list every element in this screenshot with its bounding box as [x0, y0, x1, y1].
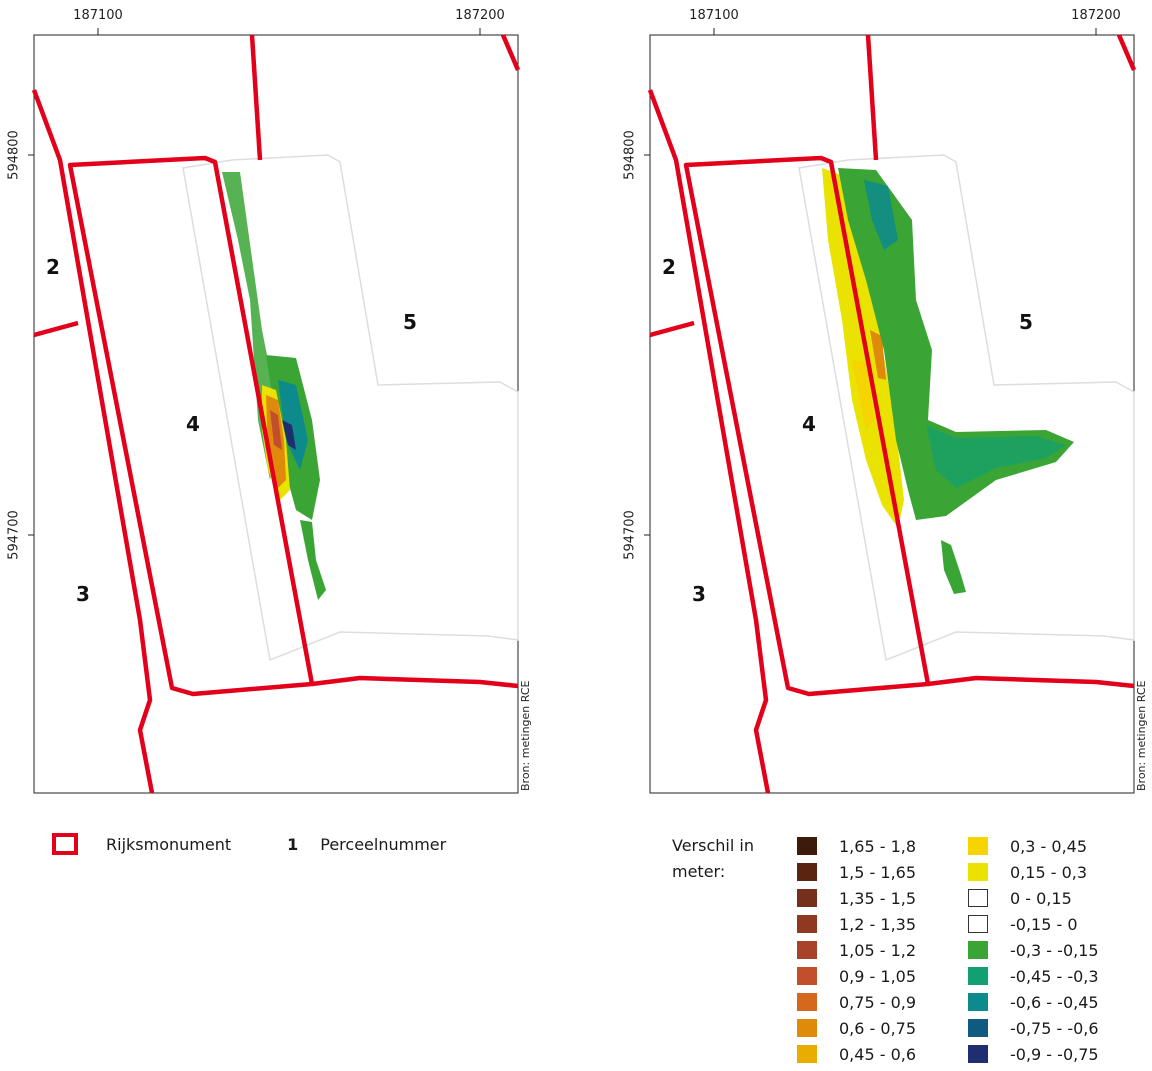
perceel-symbol: 1: [287, 834, 299, 854]
legend-swatch: [968, 1045, 988, 1063]
parcel-number: 5: [403, 310, 417, 334]
legend-swatch: [797, 863, 817, 881]
legend-item: -0,45 - -0,3: [968, 963, 1099, 989]
legend-swatch: [968, 915, 988, 933]
x-tick-label: 187200: [1071, 8, 1121, 23]
x-tick-label: 187200: [455, 8, 505, 23]
legend-swatch: [797, 941, 817, 959]
legend-swatch: [968, 967, 988, 985]
map-right: 187100 187200 594800 594700 2 4 5 3 Bron…: [616, 0, 1148, 795]
legend-swatch: [797, 993, 817, 1011]
legend-item: 0,3 - 0,45: [968, 833, 1099, 859]
legend-item: 1,35 - 1,5: [797, 885, 916, 911]
rijksmonument-boundaries: [647, 34, 1137, 794]
legend-item: 0 - 0,15: [968, 885, 1099, 911]
legend-item: 1,2 - 1,35: [797, 911, 916, 937]
source-credit: Bron: metingen RCE: [1135, 680, 1148, 792]
parcel-number: 3: [692, 582, 706, 606]
raster-band-green: [838, 168, 1074, 520]
legend-item: -0,75 - -0,6: [968, 1015, 1099, 1041]
legend-boundaries: Rijksmonument 1 Perceelnummer: [52, 832, 446, 856]
legend-label: 1,5 - 1,65: [839, 862, 917, 882]
legend-label: -0,6 - -0,45: [1010, 992, 1099, 1012]
legend-swatch: [797, 1045, 817, 1063]
legend-item: 0,45 - 0,6: [797, 1041, 916, 1067]
rijksmonument-swatch: [52, 833, 78, 855]
rijksmonument-label: Rijksmonument: [106, 834, 232, 854]
legend-label: 0,9 - 1,05: [839, 966, 917, 986]
legend-swatch: [968, 889, 988, 907]
legend-label: 1,2 - 1,35: [839, 914, 917, 934]
legend-column: 1,65 - 1,8 1,5 - 1,65 1,35 - 1,5 1,2 - 1,35…: [797, 833, 916, 1067]
legend-label: 1,35 - 1,5: [839, 888, 917, 908]
legend-label: -0,15 - 0: [1010, 914, 1078, 934]
legend-label: 1,65 - 1,8: [839, 836, 917, 856]
survey-area-outline: [182, 154, 519, 662]
raster-band-orange: [870, 330, 886, 380]
legend-column: 0,3 - 0,45 0,15 - 0,3 0 - 0,15 -0,15 - 0 -0,…: [968, 833, 1099, 1067]
legend-swatch: [968, 1019, 988, 1037]
legend-swatch: [797, 889, 817, 907]
legend-item: 0,9 - 1,05: [797, 963, 916, 989]
raster-band-seagreen: [926, 425, 1066, 488]
legend-swatch: [968, 863, 988, 881]
legend-item: 1,05 - 1,2: [797, 937, 916, 963]
legend-label: 0,15 - 0,3: [1010, 862, 1088, 882]
legend-item: -0,6 - -0,45: [968, 989, 1099, 1015]
raster-band-brown: [270, 410, 282, 450]
legend-label: 0,75 - 0,9: [839, 992, 917, 1012]
legend-title: Verschil in meter:: [672, 836, 754, 881]
y-tick-label: 594800: [6, 130, 22, 180]
legend-item: -0,3 - -0,15: [968, 937, 1099, 963]
y-tick-label: 594700: [622, 510, 638, 560]
y-tick-label: 594800: [622, 130, 638, 180]
x-tick-label: 187100: [73, 8, 123, 23]
legend-item: -0,15 - 0: [968, 911, 1099, 937]
legend-label: 0,45 - 0,6: [839, 1044, 917, 1064]
source-credit: Bron: metingen RCE: [519, 680, 532, 792]
legend-swatch: [968, 941, 988, 959]
parcel-number: 5: [1019, 310, 1033, 334]
legend-label: -0,9 - -0,75: [1010, 1044, 1099, 1064]
parcel-number: 4: [802, 412, 816, 436]
parcel-number: 2: [662, 255, 676, 279]
raster-band-yellow: [852, 360, 874, 430]
legend-swatch: [797, 1019, 817, 1037]
legend-label: 1,05 - 1,2: [839, 940, 917, 960]
legend-item: -0,9 - -0,75: [968, 1041, 1099, 1067]
legend-swatch: [797, 837, 817, 855]
legend-label: 0,3 - 0,45: [1010, 836, 1088, 856]
rijksmonument-boundaries: [31, 34, 521, 794]
legend-item: 0,15 - 0,3: [968, 859, 1099, 885]
raster-band-navy: [282, 420, 296, 450]
raster-band-teal: [278, 380, 308, 470]
parcel-number: 4: [186, 412, 200, 436]
y-tick-label: 594700: [6, 510, 22, 560]
map-left-canvas: [28, 28, 521, 794]
legend-item: 1,5 - 1,65: [797, 859, 916, 885]
legend-item: 0,75 - 0,9: [797, 989, 916, 1015]
map-right-canvas: [644, 28, 1137, 794]
legend-label: -0,3 - -0,15: [1010, 940, 1099, 960]
legend-swatch: [797, 915, 817, 933]
raster-band-green: [300, 520, 326, 600]
raster-band-teal: [864, 180, 898, 250]
legend-item: 0,6 - 0,75: [797, 1015, 916, 1041]
legend-label: -0,75 - -0,6: [1010, 1018, 1099, 1038]
parcel-number: 2: [46, 255, 60, 279]
legend-item: 1,65 - 1,8: [797, 833, 916, 859]
survey-area-outline: [798, 154, 1135, 662]
parcel-number: 3: [76, 582, 90, 606]
map-left: 187100 187200 594800 594700 2 4 5 3 Bron…: [0, 0, 532, 795]
legend-label: 0 - 0,15: [1010, 888, 1072, 908]
legend-label: -0,45 - -0,3: [1010, 966, 1099, 986]
raster-band-green: [941, 540, 966, 594]
legend-swatch: [968, 837, 988, 855]
perceel-label: Perceelnummer: [320, 834, 447, 854]
legend-swatch: [968, 993, 988, 1011]
elevation-raster: [222, 172, 326, 600]
legend-label: 0,6 - 0,75: [839, 1018, 917, 1038]
legend-swatch: [797, 967, 817, 985]
x-tick-label: 187100: [689, 8, 739, 23]
